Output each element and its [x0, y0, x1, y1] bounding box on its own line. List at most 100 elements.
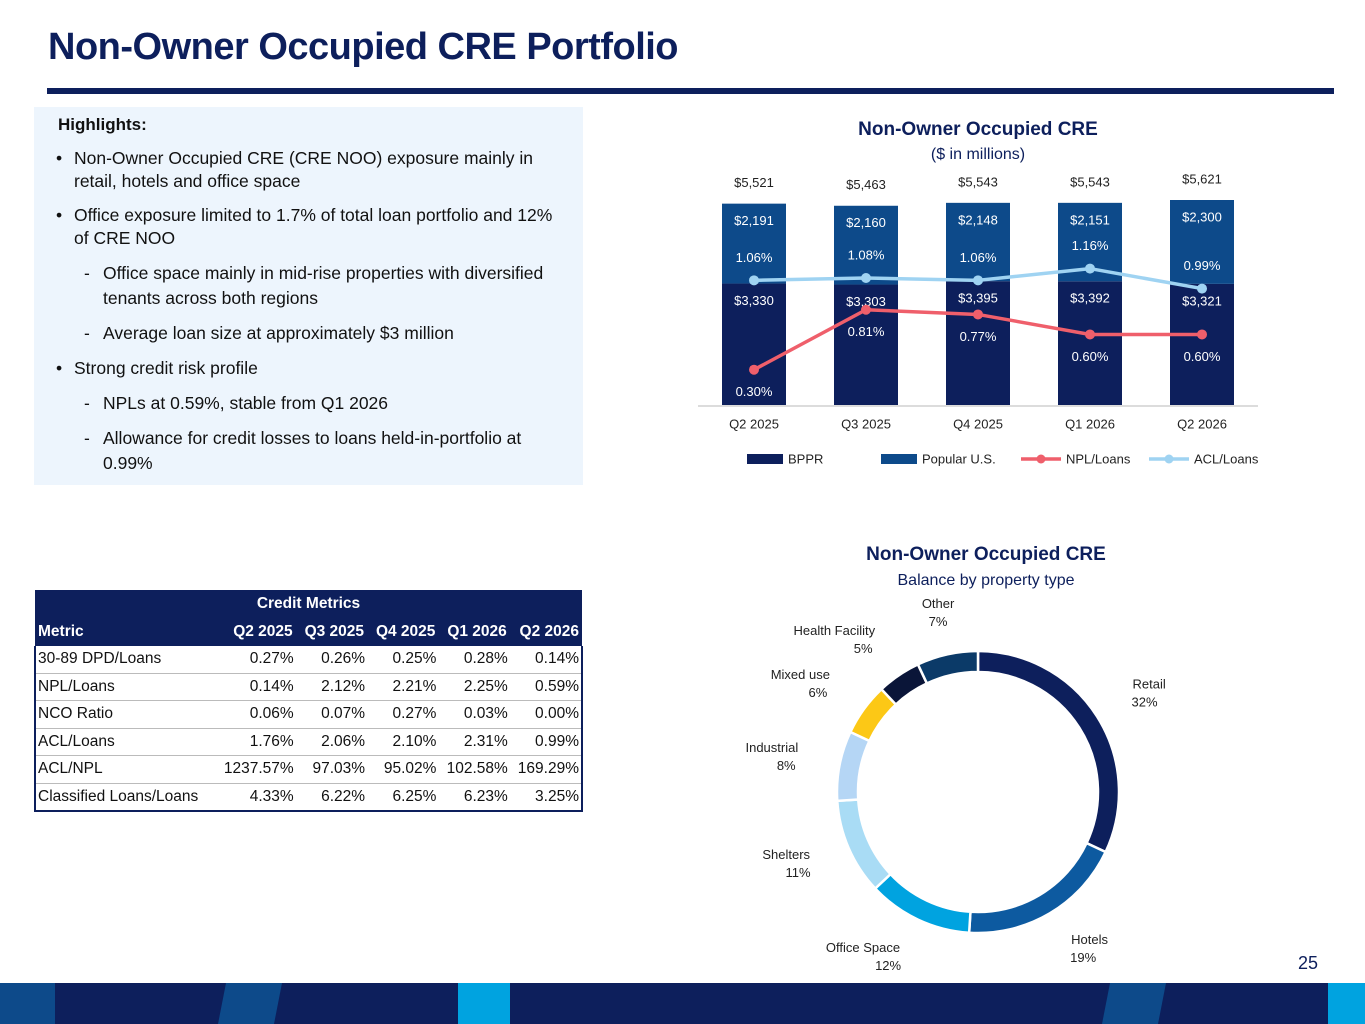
table-cell: 1.76%	[215, 728, 296, 756]
table-cell: 0.14%	[215, 673, 296, 701]
table-cell: 2.25%	[438, 673, 510, 701]
chart-subtitle: Balance by property type	[898, 572, 1075, 589]
highlight-item: Office exposure limited to 1.7% of total…	[56, 204, 567, 346]
table-cell: 102.58%	[438, 755, 510, 784]
data-label: 0.30%	[736, 384, 773, 399]
credit-metrics-table: Credit Metrics Metric Q2 2025 Q3 2025 Q4 202…	[33, 590, 584, 812]
table-cell: 0.14%	[509, 646, 584, 674]
legend-label: ACL/Loans	[1194, 451, 1259, 466]
highlight-subitem: NPLs at 0.59%, stable from Q1 2026	[74, 391, 567, 416]
data-label: 0.60%	[1184, 349, 1221, 364]
slice-value-label: 19%	[1070, 950, 1096, 965]
table-row: NCO Ratio 0.06% 0.07% 0.27% 0.03% 0.00%	[33, 700, 584, 729]
footer-band	[0, 983, 1365, 1024]
footer-accent	[0, 983, 55, 1024]
bar-segment	[722, 203, 786, 284]
x-tick-label: Q3 2025	[841, 416, 891, 431]
slice-label: Retail	[1133, 676, 1166, 691]
table-body: 30-89 DPD/Loans 0.27% 0.26% 0.25% 0.28% 0.14%…	[33, 646, 584, 812]
bar-segment	[1170, 200, 1234, 284]
x-tick-label: Q2 2026	[1177, 416, 1227, 431]
chart-subtitle: ($ in millions)	[931, 146, 1025, 163]
line-point	[1085, 329, 1095, 340]
x-tick-label: Q1 2026	[1065, 416, 1115, 431]
table-cell: 0.06%	[215, 700, 296, 729]
table-cell: 2.10%	[367, 728, 439, 756]
line-point	[973, 275, 983, 286]
line-point	[1197, 329, 1207, 340]
highlight-item: Strong credit risk profile NPLs at 0.59%,…	[56, 357, 567, 476]
table-cell: 6.25%	[367, 783, 439, 812]
title-rule	[47, 88, 1334, 94]
table-cell: 6.22%	[295, 783, 368, 812]
table-cell: 0.27%	[215, 646, 296, 674]
table-cell: 169.29%	[509, 755, 584, 784]
slide-title: Non-Owner Occupied CRE Portfolio	[48, 26, 679, 68]
highlight-text: Strong credit risk profile	[74, 358, 258, 378]
chart-title: Non-Owner Occupied CRE	[866, 544, 1106, 565]
bar-segment	[946, 202, 1010, 282]
donut-slice	[835, 730, 872, 803]
table-cell: Classified Loans/Loans	[33, 783, 216, 812]
line-point	[973, 309, 983, 320]
slice-value-label: 12%	[875, 958, 901, 973]
table-cell: 97.03%	[295, 755, 368, 784]
table-cell: 0.00%	[509, 700, 584, 729]
highlights-box: Highlights: Non-Owner Occupied CRE (CRE …	[34, 107, 583, 485]
page-number: 25	[1298, 953, 1319, 973]
total-label: $5,463	[846, 177, 886, 192]
highlight-sublist: Office space mainly in mid-rise properti…	[74, 261, 567, 346]
table-cell: 30-89 DPD/Loans	[33, 646, 216, 674]
slice-value-label: 7%	[929, 614, 948, 629]
data-label: 1.06%	[960, 250, 997, 265]
data-label: 0.60%	[1072, 349, 1109, 364]
table-cell: 0.03%	[438, 700, 510, 729]
slice-label: Industrial	[745, 740, 798, 755]
data-label: 0.99%	[1184, 258, 1221, 273]
table-header-row: Metric Q2 2025 Q3 2025 Q4 2025 Q1 2026 Q2 202…	[35, 618, 582, 646]
total-label: $5,543	[1070, 174, 1110, 189]
legend-label: BPPR	[788, 451, 823, 466]
slice-label: Health Facility	[793, 623, 875, 638]
donut-slice	[873, 872, 972, 935]
total-label: $5,543	[958, 174, 998, 189]
highlights-heading: Highlights:	[58, 115, 147, 134]
table-cell: ACL/Loans	[33, 728, 216, 756]
footer-accent	[458, 983, 510, 1024]
data-label: 1.08%	[848, 247, 885, 262]
table-cell: 6.23%	[438, 783, 510, 812]
slice-label: Hotels	[1071, 932, 1108, 947]
slice-label: Office Space	[826, 940, 900, 955]
bar-chart: Non-Owner Occupied CRE ($ in millions) $3,…	[698, 119, 1259, 466]
table-row: Classified Loans/Loans 4.33% 6.22% 6.25% 6.2…	[33, 783, 584, 812]
legend-swatch	[747, 454, 783, 464]
column-header: Q4 2025	[367, 618, 439, 646]
bar-segment	[1058, 281, 1122, 405]
table-cell: NPL/Loans	[33, 673, 216, 701]
donut-slice	[835, 798, 893, 891]
table-cell: 95.02%	[367, 755, 439, 784]
footer-accent	[218, 983, 282, 1024]
slice-label: Shelters	[762, 847, 810, 862]
slice-label: Other	[922, 596, 955, 611]
data-label: $2,151	[1070, 212, 1110, 227]
data-label: $3,330	[734, 293, 774, 308]
legend-swatch	[1036, 454, 1046, 464]
data-label: $3,395	[958, 291, 998, 306]
data-label: $3,392	[1070, 291, 1110, 306]
slice-value-label: 5%	[854, 641, 873, 656]
line-point	[861, 304, 871, 315]
table-cell: NCO Ratio	[33, 700, 216, 729]
data-label: 1.06%	[736, 250, 773, 265]
highlight-text: Non-Owner Occupied CRE (CRE NOO) exposur…	[74, 148, 534, 191]
table-cell: 2.31%	[438, 728, 510, 756]
table-row: 30-89 DPD/Loans 0.27% 0.26% 0.25% 0.28% 0.14%	[33, 646, 584, 674]
table-cell: 0.25%	[367, 646, 439, 674]
table-head: Credit Metrics Metric Q2 2025 Q3 2025 Q4 202…	[35, 590, 582, 646]
table-cell: 2.12%	[295, 673, 368, 701]
table-row: ACL/Loans 1.76% 2.06% 2.10% 2.31% 0.99%	[33, 728, 584, 756]
table-cell: 2.21%	[367, 673, 439, 701]
slice-value-label: 11%	[786, 865, 811, 880]
